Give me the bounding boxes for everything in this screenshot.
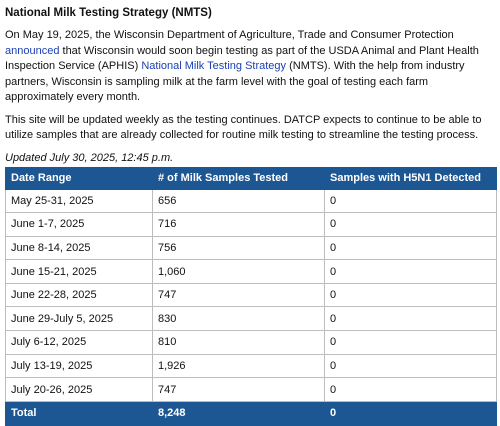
intro-paragraph: On May 19, 2025, the Wisconsin Departmen…	[5, 28, 496, 106]
h5n1-detected-cell: 0	[324, 306, 497, 332]
h5n1-detected-cell: 0	[324, 377, 497, 402]
date-range-cell: July 6-12, 2025	[5, 330, 153, 355]
samples-tested-cell: 747	[152, 377, 325, 402]
table-row: June 22-28, 2025 747 0	[5, 282, 497, 308]
date-range-cell: June 22-28, 2025	[5, 282, 153, 308]
table-row: May 25-31, 2025 656 0	[5, 188, 497, 214]
date-range-cell: June 29-July 5, 2025	[5, 306, 153, 332]
table-row: July 20-26, 2025 747 0	[5, 377, 497, 402]
h5n1-detected-cell: 0	[324, 259, 497, 284]
total-label-cell: Total	[5, 400, 153, 426]
page-title: National Milk Testing Strategy (NMTS)	[5, 7, 212, 19]
update-paragraph: This site will be updated weekly as the …	[5, 113, 482, 142]
date-range-cell: June 1-7, 2025	[5, 212, 153, 237]
table-header-row: Date Range # of Milk Samples Tested Samp…	[5, 166, 497, 190]
table-row: June 8-14, 2025 756 0	[5, 235, 497, 261]
samples-tested-cell: 747	[152, 282, 325, 308]
samples-tested-cell: 656	[152, 188, 325, 214]
intro-text-middle: that Wisconsin would soon begin testing …	[5, 44, 479, 73]
date-range-cell: July 13-19, 2025	[5, 353, 153, 379]
table-row: July 13-19, 2025 1,926 0	[5, 353, 497, 379]
samples-tested-cell: 716	[152, 212, 325, 237]
nmts-link[interactable]: National Milk Testing Strategy	[141, 60, 287, 72]
header-date-range: Date Range	[5, 166, 153, 190]
samples-tested-cell: 756	[152, 235, 325, 261]
date-range-cell: May 25-31, 2025	[5, 188, 153, 214]
table-row: June 15-21, 2025 1,060 0	[5, 259, 497, 284]
date-range-cell: June 8-14, 2025	[5, 235, 153, 261]
samples-tested-cell: 810	[152, 330, 325, 355]
header-h5n1-detected: Samples with H5N1 Detected	[324, 166, 497, 190]
h5n1-detected-cell: 0	[324, 212, 497, 237]
milk-testing-table: Date Range # of Milk Samples Tested Samp…	[5, 166, 497, 426]
table-total-row: Total 8,248 0	[5, 400, 497, 426]
h5n1-detected-cell: 0	[324, 353, 497, 379]
h5n1-detected-cell: 0	[324, 235, 497, 261]
table-row: June 29-July 5, 2025 830 0	[5, 306, 497, 332]
h5n1-detected-cell: 0	[324, 188, 497, 214]
samples-tested-cell: 1,926	[152, 353, 325, 379]
announced-link[interactable]: announced	[5, 44, 60, 57]
total-detected-cell: 0	[324, 400, 497, 426]
updated-timestamp: Updated July 30, 2025, 12:45 p.m.	[5, 151, 174, 164]
samples-tested-cell: 830	[152, 306, 325, 332]
samples-tested-cell: 1,060	[152, 259, 325, 284]
date-range-cell: June 15-21, 2025	[5, 259, 153, 284]
date-range-cell: July 20-26, 2025	[5, 377, 153, 402]
intro-text-end: (NMTS). With the help from industry part…	[5, 60, 465, 103]
total-samples-cell: 8,248	[152, 400, 325, 426]
table-row: June 1-7, 2025 716 0	[5, 212, 497, 237]
h5n1-detected-cell: 0	[324, 282, 497, 308]
h5n1-detected-cell: 0	[324, 330, 497, 355]
intro-text-start: On May 19, 2025, the Wisconsin Departmen…	[5, 29, 454, 41]
header-samples-tested: # of Milk Samples Tested	[152, 166, 325, 190]
table-row: July 6-12, 2025 810 0	[5, 330, 497, 355]
